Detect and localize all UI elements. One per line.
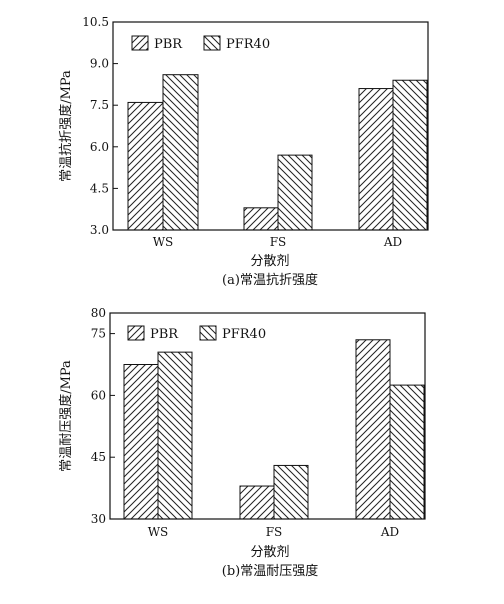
bar-pbr-fs xyxy=(243,207,279,231)
bar-pbr-ws xyxy=(123,364,159,520)
y-tick-label: 7.5 xyxy=(90,98,109,112)
y-tick-label: 9.0 xyxy=(90,57,109,71)
legend: PBR PFR40 xyxy=(127,325,266,342)
legend-swatch-pfr40 xyxy=(203,35,221,51)
legend-swatch-pbr xyxy=(131,35,149,51)
bar-pbr-fs xyxy=(239,485,275,520)
y-tick-label: 80 xyxy=(91,306,106,320)
y-tick-label: 6.0 xyxy=(90,140,109,154)
y-tick-label: 10.5 xyxy=(82,15,109,29)
x-axis-label: 分散剂 xyxy=(250,545,289,560)
bar-pbr-ad xyxy=(358,88,394,231)
bar-pfr40-ad xyxy=(392,79,428,231)
y-tick-label: 45 xyxy=(91,450,106,464)
y-tick-label: 75 xyxy=(91,327,106,341)
y-axis-label: 常温耐压强度/MPa xyxy=(58,360,74,472)
legend-label-pbr: PBR xyxy=(150,327,179,342)
x-tick-label-fs: FS xyxy=(270,235,287,249)
chart-panel-b: WS FS AD 30 45 60 75 80 常温耐压强度/MPa 分散剂 (b)常温耐压强度 PB… xyxy=(0,300,504,600)
bar-pfr40-fs xyxy=(273,464,309,520)
x-tick-label-fs: FS xyxy=(266,525,283,539)
y-axis-label: 常温抗折强度/MPa xyxy=(58,70,74,182)
legend: PBR PFR40 xyxy=(131,35,270,52)
x-tick-label-ws: WS xyxy=(148,525,169,539)
y-tick-label: 4.5 xyxy=(90,181,109,195)
legend-label-pbr: PBR xyxy=(154,37,183,52)
x-tick-label-ad: AD xyxy=(383,235,402,249)
chart-caption: (b)常温耐压强度 xyxy=(222,563,318,579)
y-tick-label: 60 xyxy=(91,388,106,402)
bar-pfr40-ad xyxy=(389,384,425,520)
y-tick-label: 30 xyxy=(91,512,106,526)
x-tick-label-ad: AD xyxy=(380,525,399,539)
flexural-strength-chart: WS FS AD 3.0 4.5 6.0 7.5 9.0 10.5 常温抗折强度/MPa 分散剂 (a… xyxy=(58,15,429,288)
x-tick-label-ws: WS xyxy=(153,235,174,249)
y-tick-label: 3.0 xyxy=(90,223,109,237)
x-axis-label: 分散剂 xyxy=(250,254,289,269)
compressive-strength-chart: WS FS AD 30 45 60 75 80 常温耐压强度/MPa 分散剂 (b)常温耐压强度 PB… xyxy=(58,306,426,579)
chart-caption: (a)常温抗折强度 xyxy=(222,272,318,288)
bar-pbr-ws xyxy=(127,101,164,231)
legend-label-pfr40: PFR40 xyxy=(226,37,270,52)
legend-swatch-pfr40 xyxy=(199,325,217,341)
plot-frame xyxy=(112,21,429,231)
legend-label-pfr40: PFR40 xyxy=(222,327,266,342)
chart-panel-a: WS FS AD 3.0 4.5 6.0 7.5 9.0 10.5 常温抗折强度/MPa 分散剂 (a… xyxy=(0,0,504,300)
bar-pfr40-fs xyxy=(277,154,313,231)
bar-pbr-ad xyxy=(355,339,391,520)
bar-pfr40-ws xyxy=(157,351,193,520)
plot-frame xyxy=(109,312,426,520)
bar-pfr40-ws xyxy=(162,74,199,231)
legend-swatch-pbr xyxy=(127,325,145,341)
